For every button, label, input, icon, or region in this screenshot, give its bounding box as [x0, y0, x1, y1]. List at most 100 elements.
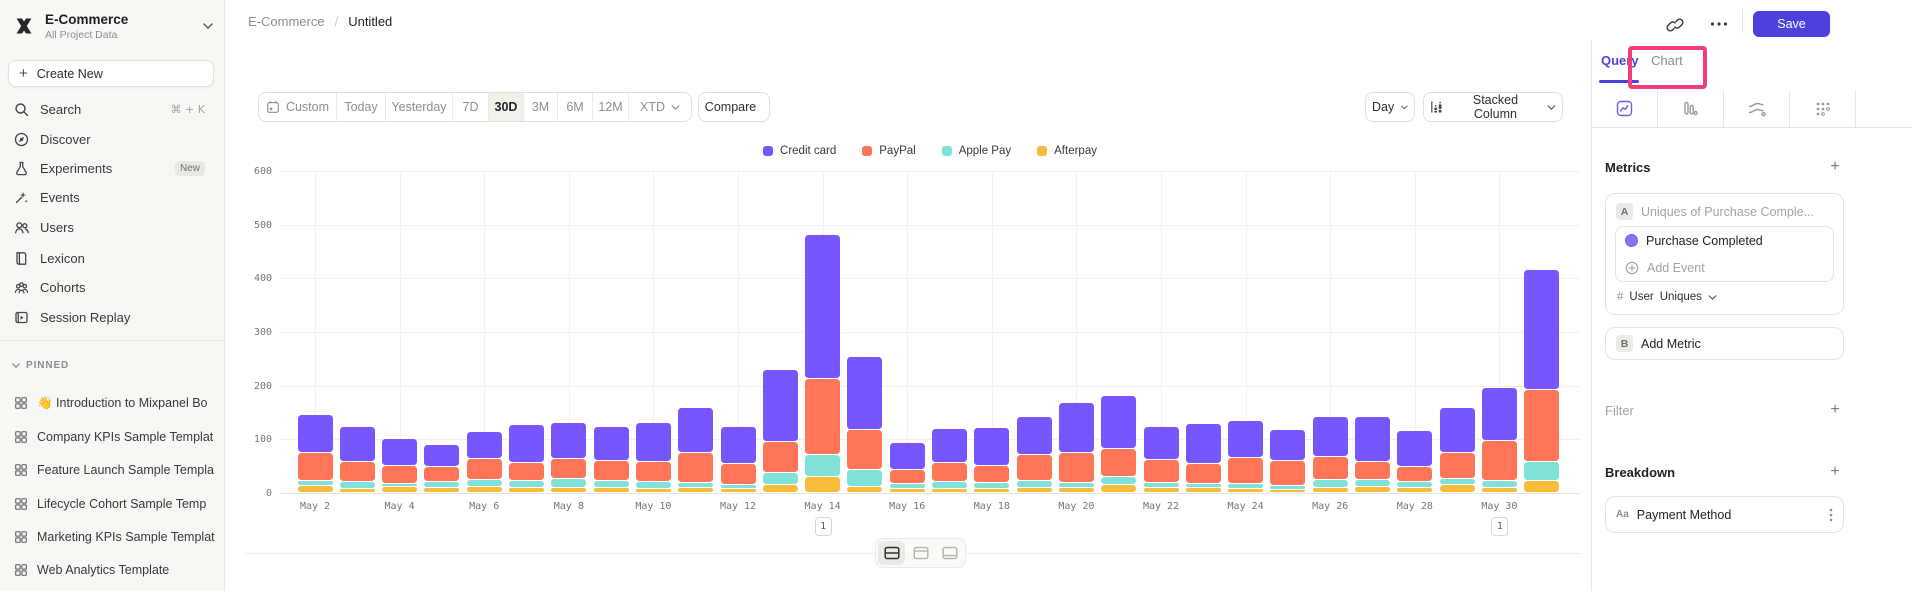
- sidebar-item-discover[interactable]: Discover: [0, 125, 225, 154]
- layout-top-button[interactable]: [907, 541, 934, 565]
- bar-segment[interactable]: [1524, 461, 1560, 481]
- bar-segment[interactable]: [509, 487, 544, 492]
- bar-segment[interactable]: [382, 486, 418, 492]
- tab-query[interactable]: Query: [1601, 53, 1639, 68]
- event-row[interactable]: Purchase Completed: [1616, 227, 1833, 254]
- bar-segment[interactable]: [1016, 416, 1052, 454]
- stacked-bar[interactable]: [932, 428, 967, 492]
- range-xtd[interactable]: XTD: [629, 93, 691, 121]
- bar-segment[interactable]: [1439, 479, 1475, 484]
- bar-segment[interactable]: [635, 488, 671, 492]
- bar-segment[interactable]: [593, 427, 629, 460]
- bar-segment[interactable]: [1228, 420, 1264, 458]
- aggregation-selector[interactable]: # User Uniques: [1606, 282, 1843, 312]
- bar-segment[interactable]: [593, 487, 629, 492]
- bar-segment[interactable]: [1397, 487, 1433, 492]
- stacked-bar[interactable]: [551, 422, 587, 492]
- bar-segment[interactable]: [424, 487, 460, 492]
- compare-button[interactable]: Compare: [698, 92, 770, 122]
- bar-segment[interactable]: [635, 422, 671, 461]
- bar-segment[interactable]: [339, 461, 375, 481]
- bar-segment[interactable]: [762, 369, 798, 442]
- bar-segment[interactable]: [551, 459, 587, 479]
- legend-item[interactable]: Afterpay: [1037, 145, 1097, 157]
- tab-chart[interactable]: Chart: [1651, 53, 1683, 68]
- range-yesterday[interactable]: Yesterday: [386, 93, 453, 121]
- kebab-menu-icon[interactable]: [1829, 508, 1833, 522]
- pinned-item-company-kpis[interactable]: Company KPIs Sample Templat: [0, 423, 225, 451]
- add-metric-plus-button[interactable]: +: [1826, 158, 1844, 176]
- sidebar-item-experiments[interactable]: Experiments New: [0, 154, 225, 183]
- stacked-bar[interactable]: [1524, 270, 1560, 492]
- bar-segment[interactable]: [1524, 389, 1560, 461]
- stacked-bar[interactable]: [382, 438, 418, 492]
- stacked-bar[interactable]: [1143, 427, 1179, 492]
- pinned-section-header[interactable]: PINNED: [12, 360, 69, 371]
- range-6m[interactable]: 6M: [558, 93, 593, 121]
- bar-segment[interactable]: [635, 481, 671, 488]
- bar-segment[interactable]: [339, 427, 375, 461]
- breakdown-card[interactable]: Aa Payment Method: [1605, 496, 1844, 533]
- sidebar-item-lexicon[interactable]: Lexicon: [0, 244, 225, 273]
- bar-segment[interactable]: [678, 452, 714, 482]
- copy-link-button[interactable]: [1666, 16, 1684, 34]
- bar-segment[interactable]: [424, 467, 460, 482]
- bar-segment[interactable]: [1228, 488, 1264, 492]
- granularity-dropdown[interactable]: Day: [1365, 92, 1415, 122]
- pinned-item-web-analytics[interactable]: Web Analytics Template: [0, 556, 225, 584]
- tab-retention[interactable]: [1790, 90, 1856, 127]
- bar-segment[interactable]: [1270, 485, 1306, 489]
- bar-segment[interactable]: [297, 481, 333, 486]
- bar-segment[interactable]: [466, 486, 502, 492]
- bar-segment[interactable]: [1185, 487, 1221, 492]
- bar-segment[interactable]: [1101, 484, 1137, 492]
- bar-segment[interactable]: [1524, 270, 1560, 389]
- pinned-item-feature-launch[interactable]: Feature Launch Sample Templa: [0, 456, 225, 484]
- sidebar-item-cohorts[interactable]: Cohorts: [0, 273, 225, 302]
- stacked-bar[interactable]: [1058, 402, 1094, 492]
- bar-segment[interactable]: [466, 480, 502, 486]
- stacked-bar[interactable]: [847, 356, 883, 492]
- layout-split-button[interactable]: [878, 541, 905, 565]
- bar-segment[interactable]: [1397, 430, 1433, 466]
- bar-segment[interactable]: [1143, 459, 1179, 483]
- bar-segment[interactable]: [1143, 483, 1179, 487]
- bar-segment[interactable]: [1439, 452, 1475, 479]
- sidebar-item-session-replay[interactable]: Session Replay: [0, 303, 225, 332]
- bar-segment[interactable]: [1101, 449, 1137, 476]
- bar-segment[interactable]: [466, 459, 502, 480]
- stacked-bar[interactable]: [1355, 416, 1390, 492]
- sidebar-item-users[interactable]: Users: [0, 213, 225, 242]
- range-3m[interactable]: 3M: [524, 93, 558, 121]
- bar-segment[interactable]: [1058, 488, 1094, 492]
- stacked-bar[interactable]: [1185, 423, 1221, 492]
- bar-segment[interactable]: [974, 488, 1010, 492]
- bar-segment[interactable]: [593, 460, 629, 480]
- bar-segment[interactable]: [805, 235, 841, 378]
- bar-segment[interactable]: [805, 378, 841, 454]
- bar-segment[interactable]: [889, 469, 925, 484]
- bar-segment[interactable]: [1524, 481, 1560, 492]
- bar-segment[interactable]: [509, 462, 544, 481]
- bar-segment[interactable]: [762, 473, 798, 484]
- bar-segment[interactable]: [1481, 487, 1517, 492]
- bar-segment[interactable]: [889, 488, 925, 492]
- bar-segment[interactable]: [1185, 423, 1221, 464]
- bar-segment[interactable]: [1058, 402, 1094, 452]
- bar-segment[interactable]: [847, 486, 883, 492]
- bar-segment[interactable]: [382, 438, 418, 465]
- stacked-bar[interactable]: [1101, 396, 1137, 492]
- bar-segment[interactable]: [678, 482, 714, 488]
- bar-segment[interactable]: [805, 476, 841, 492]
- stacked-bar[interactable]: [466, 431, 502, 492]
- bar-segment[interactable]: [1439, 484, 1475, 492]
- bar-segment[interactable]: [551, 479, 587, 487]
- bar-segment[interactable]: [932, 462, 967, 482]
- add-breakdown-button[interactable]: +: [1826, 463, 1844, 481]
- bar-segment[interactable]: [1312, 416, 1348, 457]
- bar-segment[interactable]: [1101, 396, 1137, 448]
- bar-segment[interactable]: [720, 427, 756, 464]
- stacked-bar[interactable]: [297, 415, 333, 492]
- stacked-bar[interactable]: [509, 424, 544, 492]
- bar-segment[interactable]: [509, 424, 544, 462]
